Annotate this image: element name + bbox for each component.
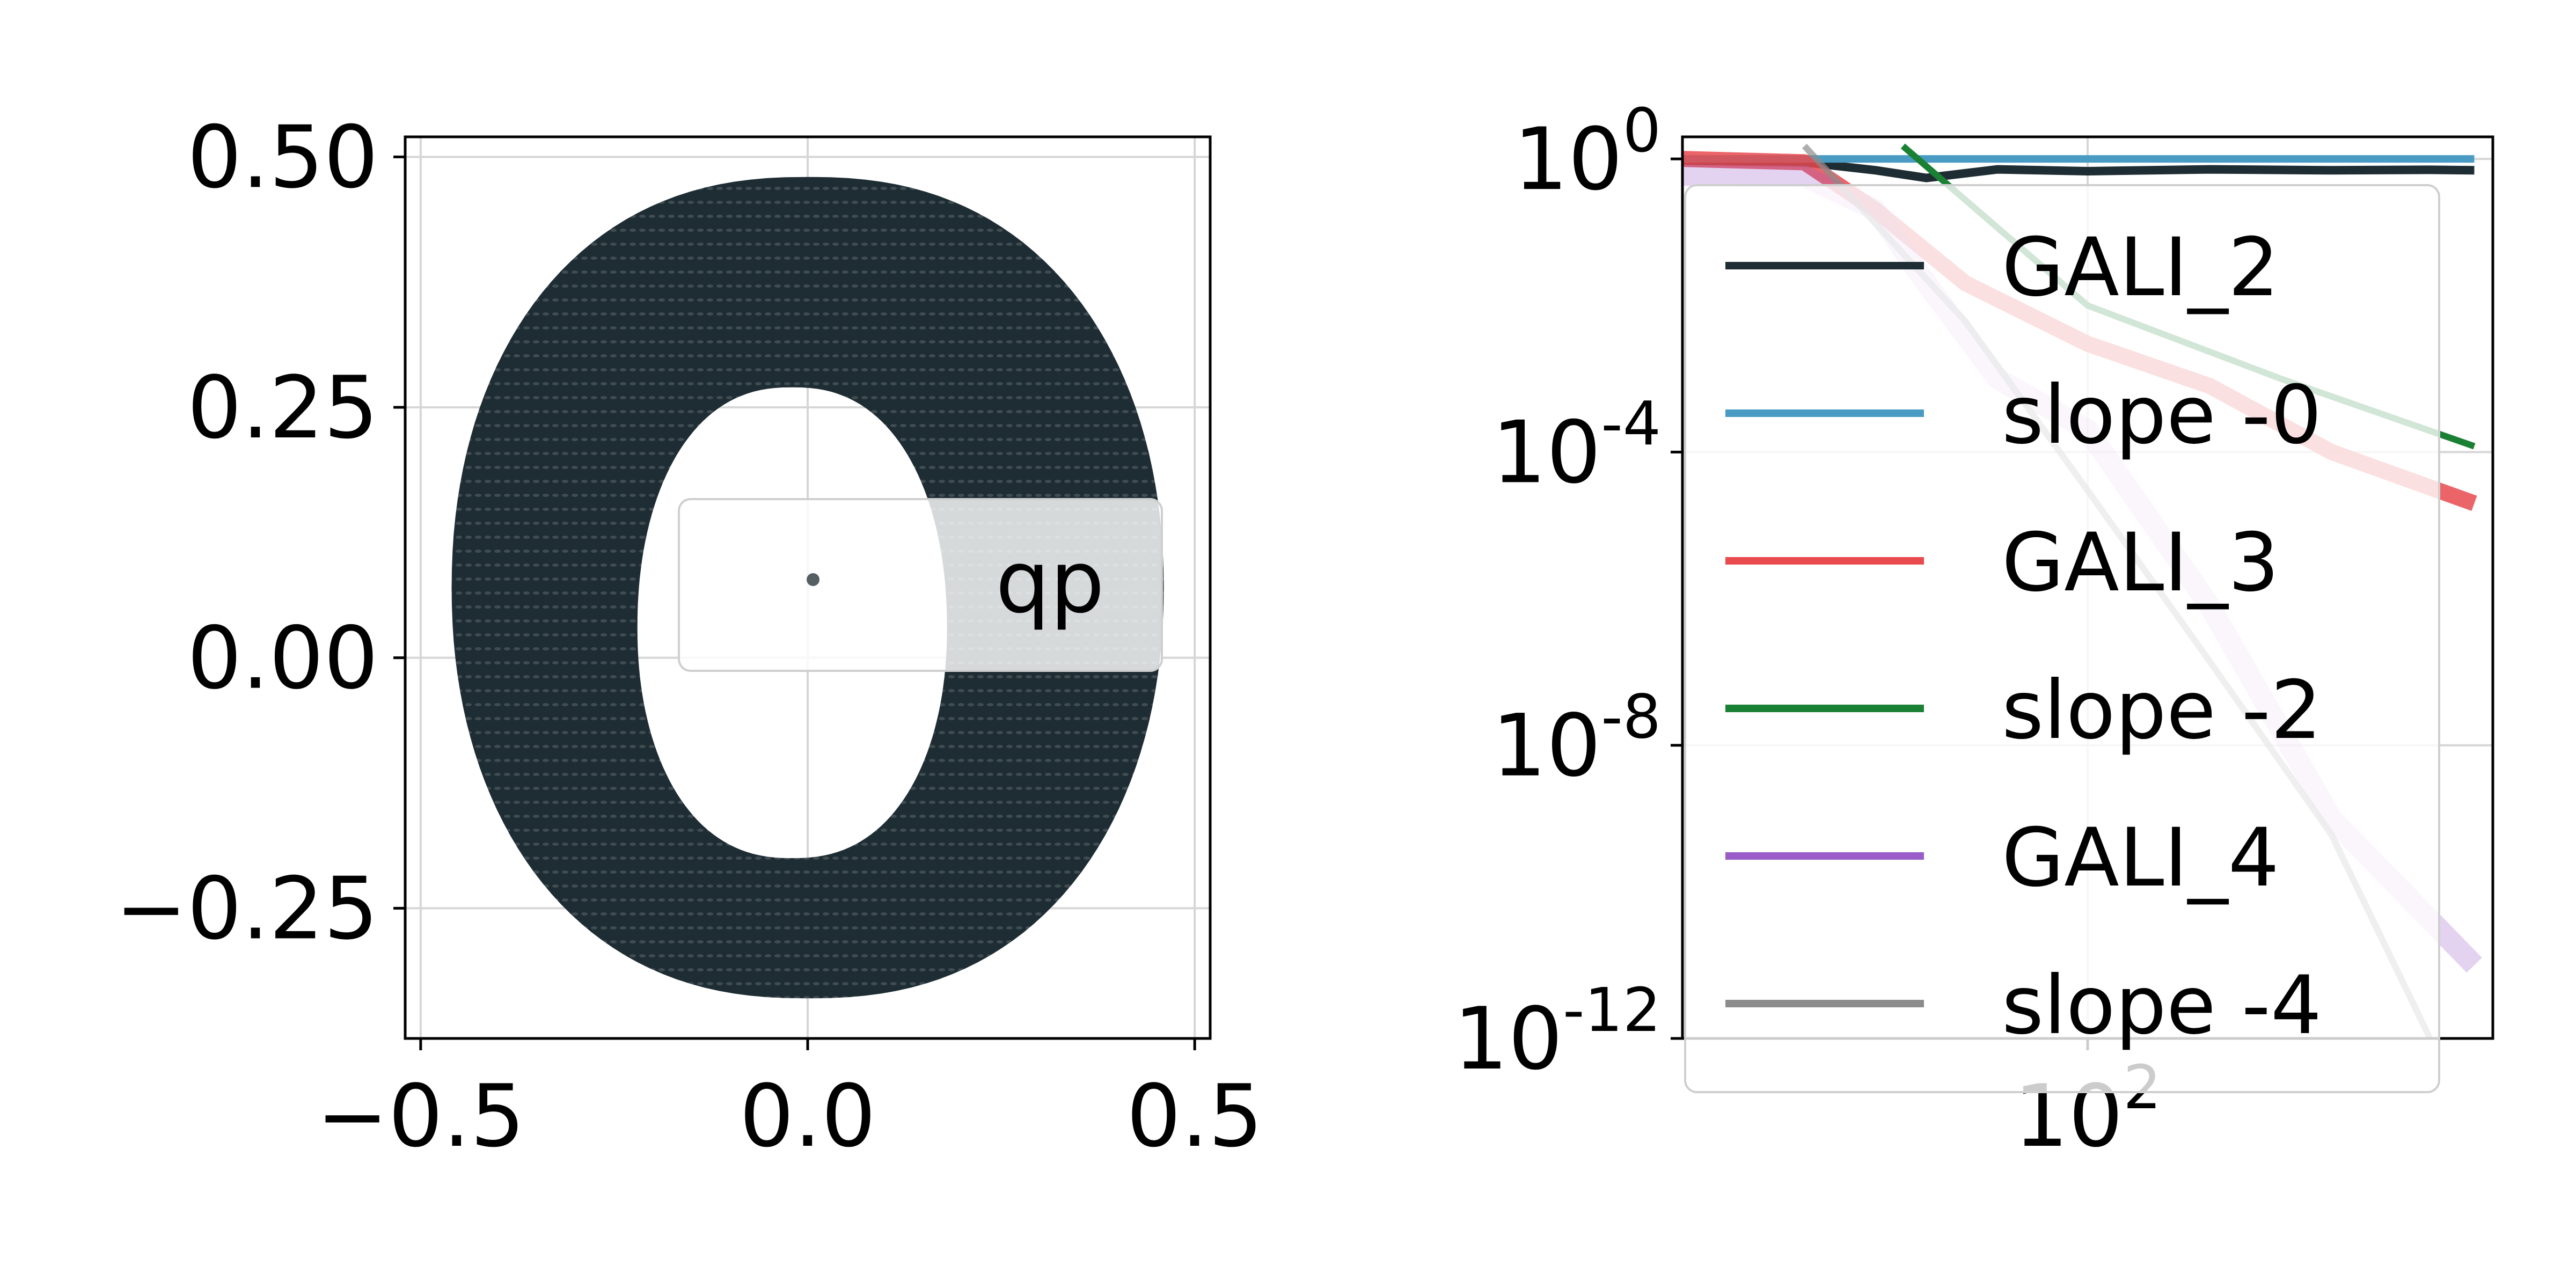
scatter-ticks: −0.5 0.0 0.5 0.50 0.25 0.00 −0.25 — [115, 107, 1263, 1166]
gali-y-tick-label: 10-8 — [1492, 683, 1661, 796]
tick-base: 10 — [1453, 989, 1563, 1089]
gali-y-tick-label: 10-4 — [1492, 389, 1661, 502]
qp-legend-marker — [807, 573, 819, 586]
tick-exponent: -8 — [1601, 683, 1661, 752]
scatter-y-tick-label: 0.00 — [187, 608, 378, 708]
qp-legend-label: qp — [996, 532, 1104, 632]
tick-base: 10 — [1492, 696, 1601, 796]
tick-exponent: -4 — [1601, 389, 1661, 459]
legend-label-5: slope -4 — [2002, 959, 2322, 1052]
legend-label-4: GALI_4 — [2002, 811, 2279, 905]
scatter-legend-box — [678, 498, 1163, 672]
tick-base: 10 — [1492, 402, 1601, 502]
legend-label-0: GALI_2 — [2002, 221, 2279, 314]
series-line-gali-2 — [1682, 156, 2475, 182]
scatter-y-tick-label: −0.25 — [115, 858, 378, 958]
scatter-x-tick-label: 0.0 — [740, 1066, 876, 1166]
legend-label-2: GALI_3 — [2002, 516, 2279, 610]
scatter-x-tick-label: −0.5 — [317, 1066, 525, 1166]
scatter-legend: qp — [678, 498, 1163, 672]
tick-exponent: 0 — [1623, 96, 1661, 166]
legend-label-1: slope -0 — [2002, 369, 2322, 462]
scatter-y-tick-label: 0.50 — [187, 107, 378, 207]
scatter-y-tick-label: 0.25 — [187, 357, 378, 458]
scatter-plot-area — [451, 177, 1164, 999]
gali-legend-box — [1684, 184, 2440, 1093]
gali-y-tick-label: 100 — [1513, 96, 1661, 209]
tick-base: 10 — [1513, 109, 1623, 209]
gali-y-tick-label: 10-12 — [1453, 976, 1661, 1089]
scatter-panel: −0.5 0.0 0.5 0.50 0.25 0.00 −0.25 qp — [115, 107, 1263, 1166]
legend-label-3: slope -2 — [2002, 664, 2322, 757]
qp-ring-orbit — [451, 177, 1164, 999]
scatter-x-tick-label: 0.5 — [1126, 1066, 1263, 1166]
tick-exponent: -12 — [1563, 976, 1661, 1045]
